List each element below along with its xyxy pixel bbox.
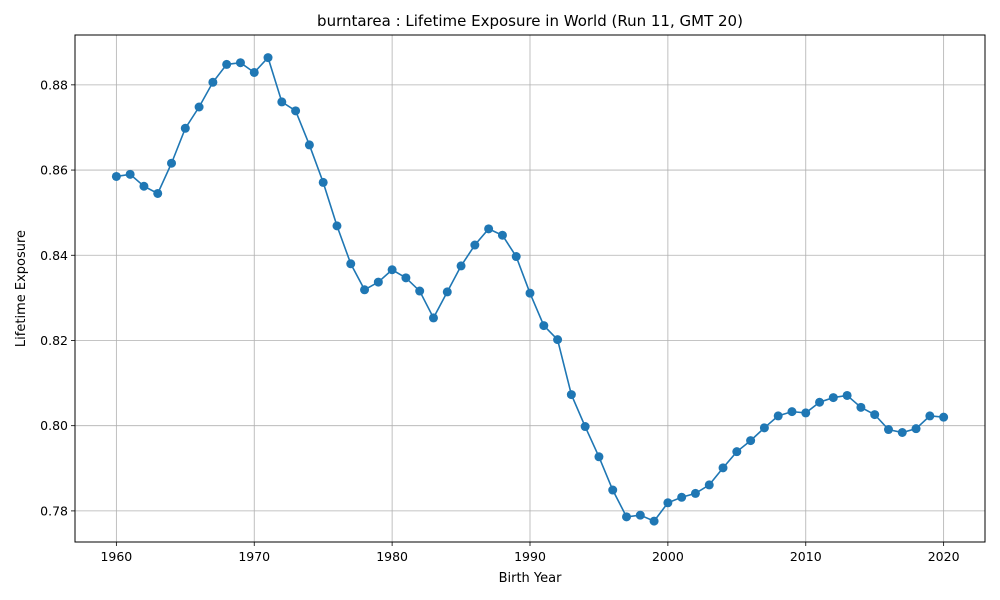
- x-tick-label: 2010: [790, 549, 822, 564]
- data-point: [773, 411, 783, 421]
- data-point: [787, 407, 797, 417]
- data-point: [401, 273, 411, 283]
- data-point: [746, 436, 756, 446]
- data-point: [415, 286, 425, 296]
- data-point: [291, 106, 301, 116]
- x-tick-label: 2020: [928, 549, 960, 564]
- data-point: [139, 181, 149, 191]
- data-point: [622, 512, 632, 522]
- x-tick-label: 2000: [652, 549, 684, 564]
- data-point: [180, 123, 190, 133]
- data-point: [594, 452, 604, 462]
- data-point: [525, 288, 535, 298]
- data-point: [663, 498, 673, 508]
- data-point: [704, 480, 714, 490]
- data-point: [153, 188, 163, 198]
- data-point: [346, 259, 356, 269]
- gridlines: [75, 35, 985, 542]
- data-point: [608, 485, 618, 495]
- data-point: [870, 410, 880, 420]
- data-point: [387, 265, 397, 275]
- data-point: [539, 321, 549, 331]
- x-tick-label: 1990: [514, 549, 546, 564]
- data-point: [208, 77, 218, 87]
- data-point: [360, 285, 370, 295]
- data-point: [497, 230, 507, 240]
- data-point: [194, 102, 204, 112]
- y-tick-label: 0.84: [40, 248, 68, 263]
- data-point: [111, 171, 121, 181]
- data-point: [815, 397, 825, 407]
- data-point: [759, 423, 769, 433]
- data-point: [553, 335, 563, 345]
- x-axis-label: Birth Year: [499, 571, 563, 586]
- data-point: [580, 422, 590, 432]
- axis-ticks: 1960 1970 1980 1990 2000 2010 2020 0.78 0.80 0.82…: [40, 77, 959, 564]
- data-point: [263, 53, 273, 63]
- y-tick-label: 0.78: [40, 503, 68, 518]
- data-point: [732, 447, 742, 457]
- data-point: [897, 428, 907, 438]
- x-tick-label: 1970: [238, 549, 270, 564]
- data-point: [883, 425, 893, 435]
- data-point: [125, 169, 135, 179]
- plot-frame: [74, 34, 986, 543]
- data-point: [690, 488, 700, 498]
- data-point: [373, 277, 383, 287]
- data-point: [939, 412, 949, 422]
- data-point: [235, 58, 245, 68]
- data-point: [635, 510, 645, 520]
- data-point: [828, 393, 838, 403]
- data-point: [801, 408, 811, 418]
- data-point: [677, 492, 687, 502]
- y-tick-label: 0.88: [40, 77, 68, 92]
- data-point: [649, 516, 659, 526]
- data-point: [718, 463, 728, 473]
- x-tick-label: 1980: [376, 549, 408, 564]
- data-point: [511, 252, 521, 262]
- data-point: [456, 261, 466, 271]
- data-point: [318, 177, 328, 187]
- data-point: [925, 411, 935, 421]
- y-tick-label: 0.80: [40, 418, 68, 433]
- y-tick-label: 0.82: [40, 333, 68, 348]
- data-point: [277, 97, 287, 107]
- data-point: [856, 402, 866, 412]
- data-point: [249, 67, 259, 77]
- y-axis-label: Lifetime Exposure: [14, 230, 29, 347]
- data-point: [167, 158, 177, 168]
- y-tick-label: 0.86: [40, 163, 68, 178]
- x-tick-label: 1960: [100, 549, 132, 564]
- data-point: [304, 140, 314, 150]
- data-point: [842, 390, 852, 400]
- data-point: [442, 287, 452, 297]
- data-point: [222, 59, 232, 69]
- data-point: [428, 313, 438, 323]
- data-point: [484, 224, 494, 234]
- chart-title: burntarea : Lifetime Exposure in World (…: [317, 12, 743, 30]
- data-point: [470, 240, 480, 250]
- series-markers: [111, 53, 949, 526]
- data-point: [566, 390, 576, 400]
- data-point: [332, 221, 342, 231]
- data-point: [911, 424, 921, 434]
